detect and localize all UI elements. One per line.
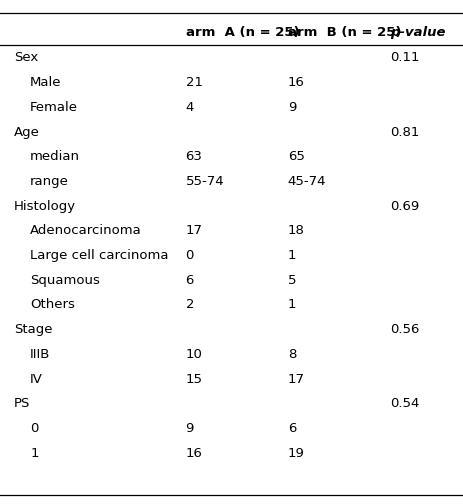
Text: 10: 10 <box>185 348 202 361</box>
Text: 0.56: 0.56 <box>389 323 418 336</box>
Text: 0.81: 0.81 <box>389 125 418 139</box>
Text: p-value: p-value <box>389 26 444 39</box>
Text: 18: 18 <box>287 224 304 237</box>
Text: Histology: Histology <box>14 200 76 213</box>
Text: 8: 8 <box>287 348 295 361</box>
Text: 2: 2 <box>185 298 194 311</box>
Text: 45-74: 45-74 <box>287 175 325 188</box>
Text: arm  B (n = 25): arm B (n = 25) <box>287 26 400 39</box>
Text: 0.69: 0.69 <box>389 200 418 213</box>
Text: 16: 16 <box>287 76 304 89</box>
Text: 16: 16 <box>185 447 202 460</box>
Text: PS: PS <box>14 397 30 410</box>
Text: Male: Male <box>30 76 62 89</box>
Text: Stage: Stage <box>14 323 52 336</box>
Text: 0.11: 0.11 <box>389 51 419 65</box>
Text: Female: Female <box>30 101 78 114</box>
Text: IV: IV <box>30 372 43 386</box>
Text: 4: 4 <box>185 101 194 114</box>
Text: 6: 6 <box>287 422 295 435</box>
Text: 21: 21 <box>185 76 202 89</box>
Text: median: median <box>30 150 80 163</box>
Text: 0: 0 <box>185 249 194 262</box>
Text: 17: 17 <box>185 224 202 237</box>
Text: 1: 1 <box>287 298 295 311</box>
Text: 5: 5 <box>287 274 295 287</box>
Text: 1: 1 <box>30 447 38 460</box>
Text: Others: Others <box>30 298 75 311</box>
Text: IIIB: IIIB <box>30 348 50 361</box>
Text: 17: 17 <box>287 372 304 386</box>
Text: arm  A (n = 25): arm A (n = 25) <box>185 26 299 39</box>
Text: Adenocarcinoma: Adenocarcinoma <box>30 224 142 237</box>
Text: 15: 15 <box>185 372 202 386</box>
Text: Squamous: Squamous <box>30 274 100 287</box>
Text: 1: 1 <box>287 249 295 262</box>
Text: Large cell carcinoma: Large cell carcinoma <box>30 249 168 262</box>
Text: Age: Age <box>14 125 40 139</box>
Text: 9: 9 <box>185 422 194 435</box>
Text: 65: 65 <box>287 150 304 163</box>
Text: 9: 9 <box>287 101 295 114</box>
Text: 0: 0 <box>30 422 38 435</box>
Text: 0.54: 0.54 <box>389 397 418 410</box>
Text: 55-74: 55-74 <box>185 175 224 188</box>
Text: range: range <box>30 175 69 188</box>
Text: 19: 19 <box>287 447 304 460</box>
Text: 63: 63 <box>185 150 202 163</box>
Text: 6: 6 <box>185 274 194 287</box>
Text: Sex: Sex <box>14 51 38 65</box>
